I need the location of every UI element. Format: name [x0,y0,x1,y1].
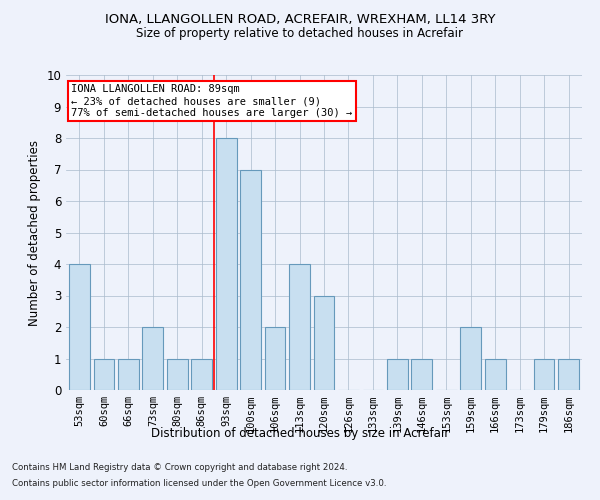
Text: Size of property relative to detached houses in Acrefair: Size of property relative to detached ho… [137,28,464,40]
Bar [191,358,212,390]
Bar [314,296,334,390]
Text: IONA LLANGOLLEN ROAD: 89sqm
← 23% of detached houses are smaller (9)
77% of semi: IONA LLANGOLLEN ROAD: 89sqm ← 23% of det… [71,84,352,117]
Bar [485,358,506,390]
Bar [412,358,432,390]
Bar [69,264,90,390]
Bar [216,138,236,390]
Text: IONA, LLANGOLLEN ROAD, ACREFAIR, WREXHAM, LL14 3RY: IONA, LLANGOLLEN ROAD, ACREFAIR, WREXHAM… [105,12,495,26]
Bar [142,327,163,390]
Text: Contains public sector information licensed under the Open Government Licence v3: Contains public sector information licen… [12,478,386,488]
Bar [558,358,579,390]
Bar [460,327,481,390]
Bar [534,358,554,390]
Bar [167,358,188,390]
Bar [118,358,139,390]
Text: Distribution of detached houses by size in Acrefair: Distribution of detached houses by size … [151,428,449,440]
Bar [265,327,286,390]
Bar [387,358,408,390]
Bar [94,358,114,390]
Bar [240,170,261,390]
Y-axis label: Number of detached properties: Number of detached properties [28,140,41,326]
Bar [289,264,310,390]
Text: Contains HM Land Registry data © Crown copyright and database right 2024.: Contains HM Land Registry data © Crown c… [12,464,347,472]
